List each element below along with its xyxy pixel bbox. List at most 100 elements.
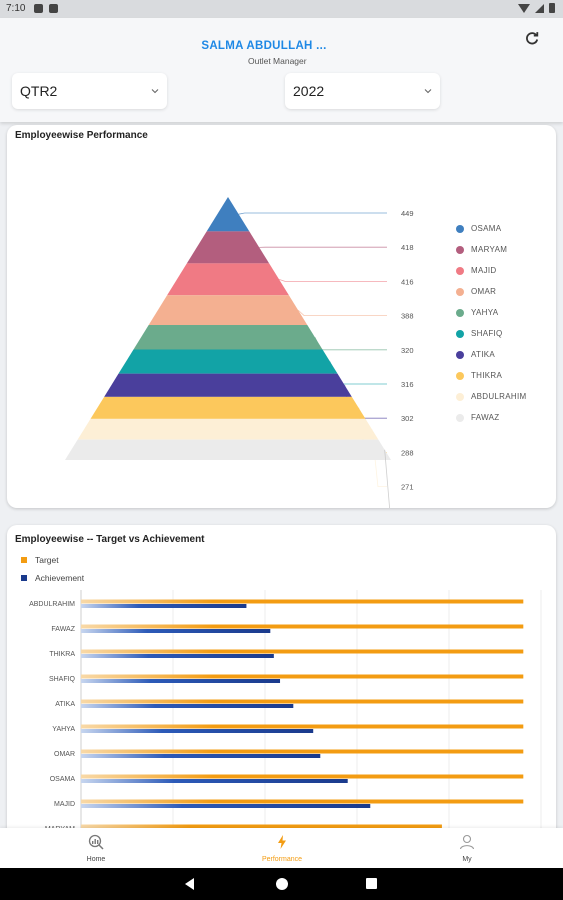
pyramid-connector [314, 337, 387, 351]
target-bar [81, 724, 524, 729]
legend-target-label: Target [35, 555, 59, 565]
nav-home-label: Home [86, 856, 106, 863]
legend-achievement-label: Achievement [35, 573, 85, 583]
refresh-icon[interactable] [524, 30, 540, 46]
legend-dot [456, 329, 464, 338]
legend-label: YAHYA [471, 308, 499, 317]
target-swatch [21, 557, 27, 563]
category-label: MAJID [54, 801, 75, 808]
legend-label: OSAMA [471, 224, 502, 233]
chart-search-icon [88, 834, 104, 850]
year-value: 2022 [293, 83, 325, 99]
pyramid-segment [167, 263, 289, 296]
legend-label: ATIKA [471, 350, 496, 359]
achievement-bar [81, 629, 271, 633]
pyramid-segment [148, 295, 308, 325]
legend-item: ATIKA [456, 350, 495, 359]
target-achievement-title: Employeewise -- Target vs Achievement [15, 534, 205, 545]
target-bar [81, 774, 524, 779]
pyramid-segment [118, 349, 338, 374]
quarter-dropdown[interactable]: QTR2 [12, 73, 167, 109]
chevron-down-icon [424, 89, 432, 94]
lightning-icon [278, 835, 286, 849]
pyramid-segment [133, 324, 323, 350]
legend-label: FAWAZ [471, 413, 500, 422]
legend-item: ABDULRAHIM [456, 392, 526, 401]
target-achievement-card: Employeewise -- Target vs Achievement Ta… [7, 525, 556, 845]
legend-dot [456, 266, 464, 275]
pyramid-connector [278, 278, 387, 282]
target-bar [81, 749, 524, 754]
nav-home[interactable]: Home [56, 828, 136, 868]
achievement-bar [81, 604, 247, 608]
achievement-bar [81, 704, 294, 708]
legend-label: ABDULRAHIM [471, 392, 527, 401]
legend-dot [456, 287, 464, 296]
legend-item: SHAFIQ [456, 329, 503, 338]
pyramid-segment [77, 418, 379, 440]
target-bar [81, 624, 524, 629]
legend-item: OMAR [456, 287, 496, 296]
legend-item: OSAMA [456, 224, 501, 233]
signal-icon [535, 3, 544, 13]
performance-title: Employeewise Performance [15, 130, 148, 141]
target-bar [81, 674, 524, 679]
pyramid-value-label: 288 [401, 448, 414, 457]
pyramid-segment [206, 197, 250, 232]
legend-dot [456, 224, 464, 233]
achievement-bar [81, 654, 274, 658]
legend-dot [456, 308, 464, 317]
home-circle-icon[interactable] [276, 878, 288, 890]
achievement-bar [81, 729, 314, 733]
legend-achievement: Achievement [21, 573, 84, 583]
category-label: ABDULRAHIM [29, 601, 75, 608]
category-label: OSAMA [50, 776, 76, 783]
pyramid-value-label: 271 [401, 483, 414, 492]
legend-dot [456, 371, 464, 380]
target-bar [81, 649, 524, 654]
pyramid-value-label: 316 [401, 380, 414, 389]
system-nav-bar [0, 868, 563, 900]
category-label: ATIKA [55, 701, 75, 708]
nav-performance[interactable]: Performance [242, 828, 322, 868]
category-label: YAHYA [52, 726, 75, 733]
target-bar [81, 824, 442, 829]
category-label: OMAR [54, 751, 75, 758]
legend-dot [456, 413, 464, 422]
recent-apps-icon[interactable] [366, 878, 377, 889]
pyramid-value-label: 302 [401, 414, 414, 423]
pyramid-segment [186, 231, 270, 264]
message-icon [34, 4, 43, 13]
achievement-bar [81, 679, 281, 683]
target-bar [81, 699, 524, 704]
pyramid-value-label: 449 [401, 209, 414, 218]
pyramid-connector [384, 449, 391, 508]
pyramid-segment [90, 396, 366, 419]
back-icon[interactable] [185, 878, 194, 890]
bar-chart: ABDULRAHIM FAWAZ THIKRA SHAFIQ ATIKA YAHYA OMA… [29, 590, 542, 845]
user-role: Outlet Manager [248, 56, 307, 66]
pyramid-value-label: 418 [401, 243, 414, 252]
app-header: SALMA ABDULLAH ... Outlet Manager QTR2 2… [0, 18, 563, 122]
nav-my[interactable]: My [427, 828, 507, 868]
wifi-icon [518, 3, 530, 13]
performance-card: Employeewise Performance 449 418 416 388 320… [7, 125, 556, 508]
legend-dot [456, 392, 464, 401]
legend-item: YAHYA [456, 308, 498, 317]
pyramid-value-label: 388 [401, 312, 414, 321]
chevron-down-icon [151, 89, 159, 94]
year-dropdown[interactable]: 2022 [285, 73, 440, 109]
legend-dot [456, 245, 464, 254]
legend-label: MARYAM [471, 245, 508, 254]
legend-item: MAJID [456, 266, 497, 275]
legend-item: MARYAM [456, 245, 507, 254]
status-time: 7:10 [6, 3, 26, 14]
pyramid-connector [297, 309, 387, 317]
legend-label: OMAR [471, 287, 497, 296]
bottom-nav: Home Performance My [0, 828, 563, 868]
category-label: THIKRA [49, 651, 75, 658]
achievement-bar [81, 754, 321, 758]
user-name: SALMA ABDULLAH ... [201, 40, 327, 52]
target-bar [81, 599, 524, 604]
person-icon [459, 834, 475, 850]
